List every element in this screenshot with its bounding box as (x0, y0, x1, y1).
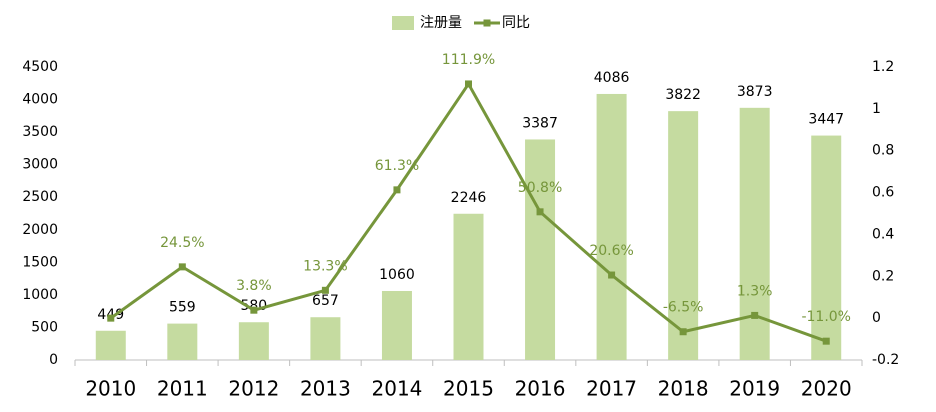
bar (668, 111, 699, 361)
line-marker (822, 337, 830, 345)
x-tick-label: 2020 (801, 377, 852, 401)
bar (381, 290, 412, 360)
x-tick-label: 2016 (515, 377, 566, 401)
y-tick-label: 3500 (22, 124, 58, 140)
bar (95, 330, 126, 360)
y2-tick-label: 0.8 (872, 143, 894, 159)
y2-tick-label: 0 (872, 310, 881, 326)
bar (167, 323, 198, 360)
bar-value-label: 3387 (522, 115, 558, 131)
bar-value-label: 4086 (594, 70, 630, 86)
line-marker (751, 311, 759, 319)
x-tick-label: 2017 (586, 377, 637, 401)
x-tick-label: 2012 (228, 377, 279, 401)
bar-value-label: 2246 (451, 190, 487, 206)
y-tick-label: 1500 (22, 254, 58, 270)
line-value-label: 24.5% (160, 235, 204, 251)
line-value-label: 3.8% (236, 278, 272, 294)
y2-tick-label: 0.2 (872, 268, 894, 284)
legend-swatch (483, 19, 491, 27)
line-value-label: 111.9% (442, 52, 495, 68)
bar (739, 107, 770, 360)
bar (525, 139, 556, 360)
y2-tick-label: -0.2 (872, 352, 899, 368)
x-tick-label: 2015 (443, 377, 494, 401)
line-marker (608, 271, 616, 279)
bar (453, 213, 484, 360)
y-tick-label: 4000 (22, 92, 58, 108)
x-tick-label: 2018 (658, 377, 709, 401)
bar (811, 135, 842, 360)
bar-value-label: 3873 (737, 84, 773, 100)
x-tick-label: 2013 (300, 377, 351, 401)
bar-value-label: 580 (240, 298, 267, 314)
legend-swatch (392, 16, 414, 30)
x-tick-label: 2019 (729, 377, 780, 401)
line-marker (178, 263, 186, 271)
line-value-label: 13.3% (303, 258, 347, 274)
bar (596, 93, 627, 361)
y2-tick-label: 1.2 (872, 59, 894, 75)
y-tick-label: 3000 (22, 157, 58, 173)
line-marker (250, 306, 258, 314)
line-value-label: -6.5% (663, 300, 704, 316)
line-marker (679, 328, 687, 336)
line-marker (393, 186, 401, 194)
line-value-label: 20.6% (589, 243, 633, 259)
bar (238, 322, 269, 360)
bar-value-label: 1060 (379, 267, 415, 283)
y2-tick-label: 0.6 (872, 185, 894, 201)
bar-value-label: 559 (169, 300, 196, 316)
line-marker (465, 80, 472, 88)
line-marker (107, 314, 115, 322)
line-marker (536, 208, 544, 216)
legend-label: 注册量 (420, 15, 462, 31)
y-tick-label: 2500 (22, 189, 58, 205)
legend-label: 同比 (502, 15, 530, 31)
y2-tick-label: 1 (872, 101, 881, 117)
bar-value-label: 657 (312, 293, 339, 309)
line-value-label: 1.3% (737, 283, 773, 299)
line-value-label: 50.8% (518, 180, 562, 196)
x-tick-label: 2010 (85, 377, 136, 401)
x-tick-label: 2011 (157, 377, 208, 401)
y-tick-label: 2000 (22, 222, 58, 238)
x-tick-label: 2014 (372, 377, 423, 401)
y-tick-label: 1000 (22, 287, 58, 303)
bar (310, 317, 341, 360)
y-tick-label: 0 (49, 352, 58, 368)
bar-value-label: 3447 (808, 112, 844, 128)
y2-tick-label: 0.4 (872, 226, 894, 242)
line-value-label: -11.0% (801, 309, 851, 325)
line-value-label: 61.3% (375, 158, 419, 174)
y-tick-label: 500 (31, 319, 58, 335)
line-marker (321, 286, 329, 294)
y-tick-label: 4500 (22, 59, 58, 75)
bar-value-label: 3822 (665, 87, 701, 103)
